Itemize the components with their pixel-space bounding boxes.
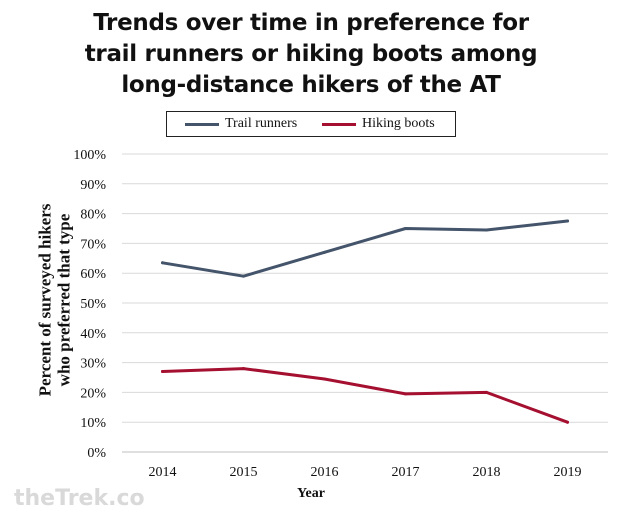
y-tick-label: 50% — [80, 297, 106, 312]
x-tick-label: 2018 — [473, 465, 501, 480]
data-point — [404, 227, 407, 230]
x-tick-label: 2019 — [554, 465, 582, 480]
y-tick-label: 20% — [80, 386, 106, 401]
x-tick-label: 2017 — [392, 465, 420, 480]
y-tick-label: 80% — [80, 208, 106, 223]
x-tick-label: 2016 — [311, 465, 339, 480]
chart-title-line-1: Trends over time in preference for — [93, 10, 529, 36]
y-tick-label: 10% — [80, 416, 106, 431]
data-point — [404, 392, 407, 396]
legend-entry-hiking-boots: Hiking boots — [322, 116, 435, 132]
data-point — [485, 228, 488, 232]
data-point — [485, 390, 488, 394]
data-point — [161, 261, 164, 265]
data-point — [242, 274, 245, 278]
series-line-0 — [161, 219, 569, 278]
watermark: theTrek.co — [14, 486, 145, 511]
legend-swatch-trail-runners — [185, 122, 219, 126]
x-axis-label: Year — [297, 486, 325, 501]
x-tick-label: 2014 — [149, 465, 177, 480]
data-point — [323, 377, 326, 381]
data-point — [566, 219, 569, 223]
data-point — [242, 367, 245, 371]
legend-label-trail-runners: Trail runners — [225, 116, 298, 131]
y-tick-label: 90% — [80, 178, 106, 193]
y-tick-label: 0% — [87, 446, 106, 461]
y-tick-label: 60% — [80, 267, 106, 282]
chart-title-line-2: trail runners or hiking boots among — [84, 41, 538, 67]
legend-entry-trail-runners: Trail runners — [185, 116, 297, 132]
legend-swatch-hiking-boots — [322, 122, 356, 126]
x-tick-label: 2015 — [230, 465, 258, 480]
legend-label-hiking-boots: Hiking boots — [362, 116, 435, 131]
series-line-1 — [161, 367, 569, 424]
chart-title: Trends over time in preference for trail… — [0, 8, 622, 101]
data-point — [323, 250, 326, 254]
legend: Trail runners Hiking boots — [166, 111, 456, 137]
y-tick-label: 100% — [73, 148, 106, 163]
data-point — [161, 370, 164, 374]
y-tick-label: 40% — [80, 327, 106, 342]
data-point — [566, 420, 569, 424]
chart-title-line-3: long-distance hikers of the AT — [121, 72, 501, 98]
y-tick-label: 30% — [80, 357, 106, 372]
y-tick-label: 70% — [80, 237, 106, 252]
